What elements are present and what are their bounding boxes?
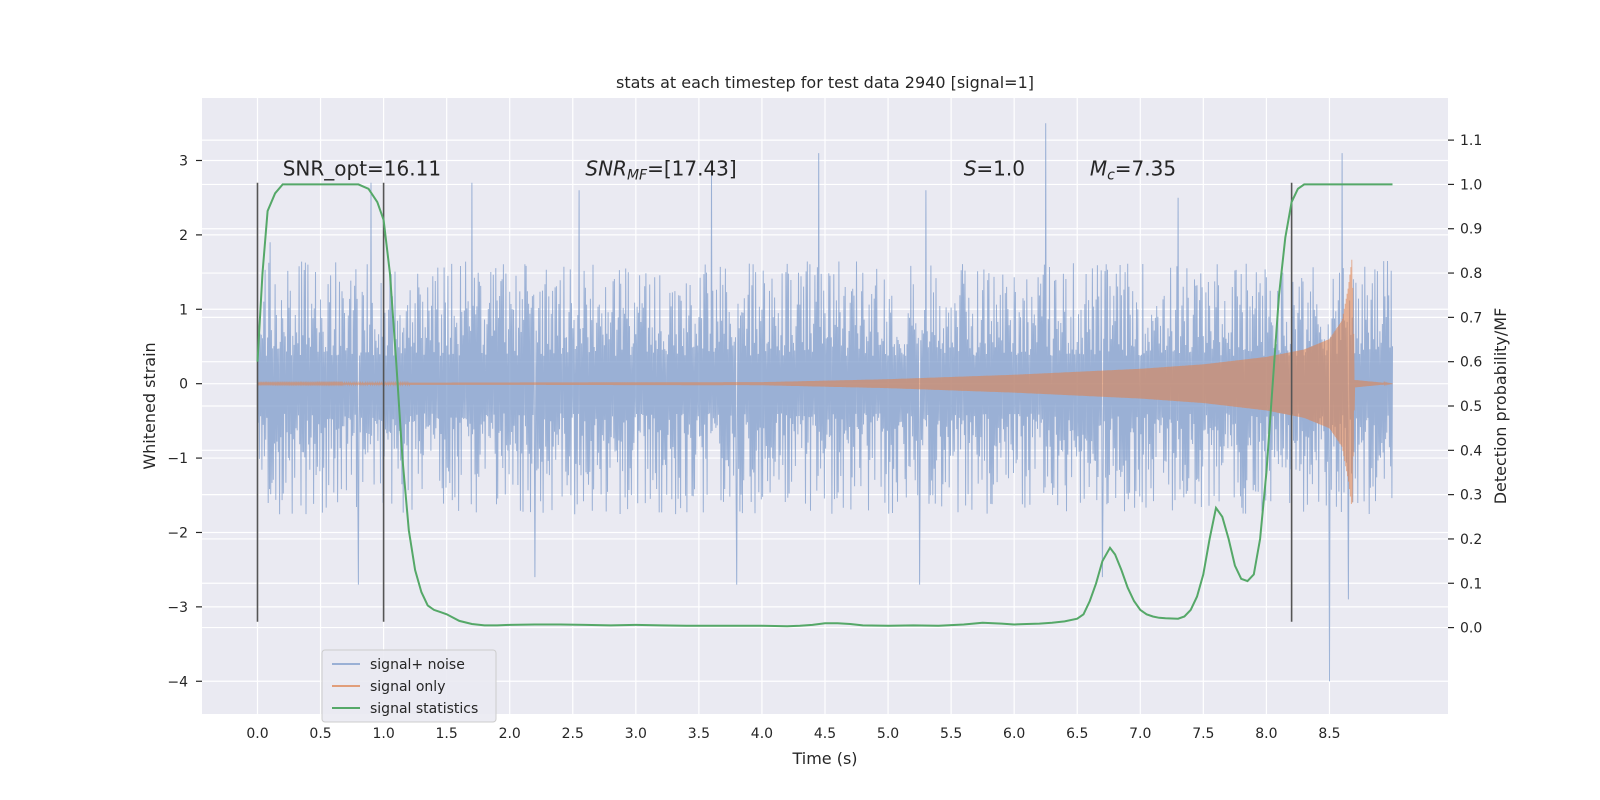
x-tick-label: 7.0	[1129, 726, 1151, 742]
x-tick-label: 4.0	[751, 726, 773, 742]
x-axis-ticks: 0.0 0.5 1.0 1.5 2.0 2.5 3.0 3.5 4.0 4.5 5.0 5.5 6.0 6…	[246, 726, 1340, 742]
x-tick-label: 2.0	[499, 726, 521, 742]
annotation-text: SNR_opt=16.11	[283, 156, 441, 180]
y2-tick-label: 0.6	[1460, 355, 1482, 371]
x-tick-label: 2.5	[562, 726, 584, 742]
x-tick-label: 6.5	[1066, 726, 1088, 742]
y-axis-ticks: −4 −3 −2 −1 0 1 2 3	[167, 153, 202, 690]
x-tick-label: 7.5	[1192, 726, 1214, 742]
y2-axis-label: Detection probability/MF	[1491, 308, 1510, 505]
x-tick-label: 3.5	[688, 726, 710, 742]
y-tick-label: −1	[167, 451, 188, 467]
chart-title: stats at each timestep for test data 294…	[616, 73, 1034, 92]
y2-tick-label: 0.5	[1460, 399, 1482, 415]
legend: signal+ noise signal only signal statistic…	[321, 649, 497, 723]
x-tick-label: 4.5	[814, 726, 836, 742]
y2-tick-label: 1.0	[1460, 177, 1482, 193]
y2-tick-label: 0.8	[1460, 266, 1482, 282]
x-tick-label: 1.0	[372, 726, 394, 742]
signal-statistics-line	[256, 183, 1393, 628]
x-tick-label: 1.5	[436, 726, 458, 742]
y-tick-label: −4	[167, 674, 188, 690]
y-axis-label: Whitened strain	[140, 342, 159, 469]
y2-tick-label: 0.3	[1460, 488, 1482, 504]
x-tick-label: 0.5	[309, 726, 331, 742]
y2-tick-label: 0.1	[1460, 576, 1482, 592]
x-axis-label: Time (s)	[791, 749, 857, 768]
y2-tick-label: 0.7	[1460, 310, 1482, 326]
y-tick-label: −2	[167, 525, 188, 541]
legend-label: signal+ noise	[370, 657, 465, 673]
series-signal-only	[257, 259, 1393, 505]
x-tick-label: 8.0	[1255, 726, 1277, 742]
x-tick-label: 5.5	[940, 726, 962, 742]
annotation-text: S=1.0	[964, 156, 1025, 180]
legend-box	[321, 649, 497, 723]
vertical-markers	[256, 182, 1293, 622]
y-tick-label: 3	[179, 153, 188, 169]
y2-tick-label: 0.0	[1460, 621, 1482, 637]
y2-tick-label: 1.1	[1460, 133, 1482, 149]
signal-only-line	[257, 259, 1393, 505]
series-signal-plus-noise	[257, 123, 1393, 682]
series-signal-statistics	[256, 183, 1393, 628]
y2-axis-ticks: 0.0 0.1 0.2 0.3 0.4 0.5 0.6 0.7 0.8 0.9 1.0 1.1	[1448, 133, 1482, 637]
legend-label: signal statistics	[370, 701, 478, 717]
x-tick-label: 3.0	[625, 726, 647, 742]
x-tick-label: 6.0	[1003, 726, 1025, 742]
x-tick-label: 5.0	[877, 726, 899, 742]
annotations: SNR_opt=16.11 SNRMF=[17.43] S=1.0 Mc=7.35	[283, 156, 1176, 183]
x-tick-label: 8.5	[1318, 726, 1340, 742]
y2-tick-label: 0.9	[1460, 222, 1482, 238]
x-tick-label: 0.0	[246, 726, 268, 742]
y-tick-label: −3	[167, 600, 188, 616]
y-tick-label: 1	[179, 302, 188, 318]
y2-tick-label: 0.4	[1460, 443, 1482, 459]
annotation-text: SNRMF=[17.43]	[585, 156, 736, 183]
legend-label: signal only	[370, 679, 445, 695]
y-tick-label: 0	[179, 377, 188, 393]
y2-tick-label: 0.2	[1460, 532, 1482, 548]
y-tick-label: 2	[179, 228, 188, 244]
signal-plus-noise-line	[257, 123, 1393, 682]
annotation-text: Mc=7.35	[1090, 156, 1176, 183]
